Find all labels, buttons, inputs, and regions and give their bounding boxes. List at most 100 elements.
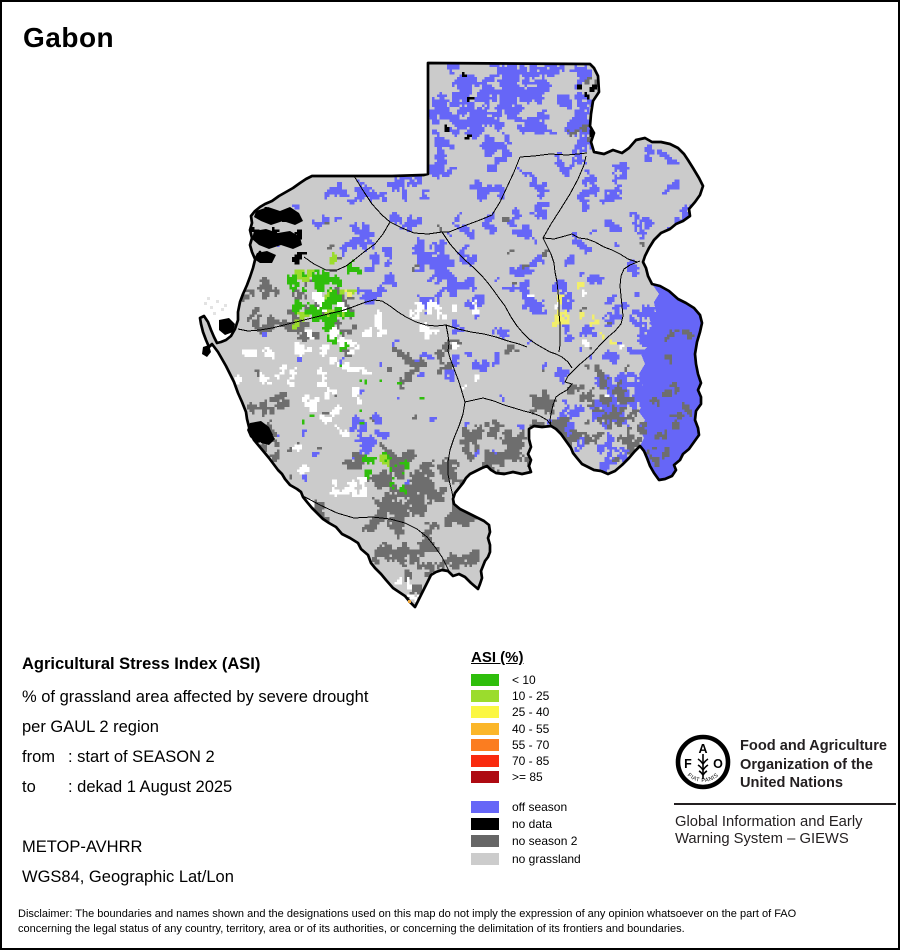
asi-class-speckles: [572, 139, 702, 255]
disclaimer-line-2: concerning the legal status of any count…: [18, 923, 685, 935]
asi-class-speckles: [554, 367, 687, 475]
fao-separator-line: [674, 803, 896, 806]
no-data-water-blob: [202, 345, 211, 357]
legend-title: ASI (%): [471, 649, 524, 666]
legend-item: no grassland: [471, 850, 581, 867]
asi-desc-line2: per GAUL 2 region: [22, 718, 159, 736]
legend-item: 70 - 85: [471, 753, 549, 769]
gaul2-boundary-line: [441, 231, 573, 369]
legend-swatch: [471, 706, 499, 719]
asi-desc-line1: % of grassland area affected by severe d…: [22, 688, 369, 706]
legend-item: no data: [471, 815, 581, 832]
asi-class-speckles: [404, 554, 450, 600]
asi-legend: ASI (%) < 10 10 - 25 25 - 40 40 - 55 55 - 70…: [471, 650, 549, 785]
asi-class-speckles: [594, 364, 647, 445]
gaul2-boundary-line: [445, 324, 528, 348]
asi-class-speckles: [577, 84, 597, 137]
from-value: : start of SEASON 2: [68, 748, 215, 766]
legend-label: off season: [512, 799, 568, 814]
legend-swatch: [471, 771, 499, 784]
no-data-water-blob: [254, 251, 276, 263]
to-value: : dekad 1 August 2025: [68, 778, 233, 796]
asi-class-speckles: [419, 319, 510, 382]
projection-label: WGS84, Geographic Lat/Lon: [22, 868, 234, 886]
legend-item: no season 2: [471, 833, 581, 850]
disclaimer-line-1: Disclaimer: The boundaries and names sho…: [18, 908, 797, 920]
legend-item: off season: [471, 798, 581, 815]
map-title: Gabon: [23, 22, 115, 53]
gaul2-boundary-line: [464, 397, 552, 426]
season-legend-items: off season no data no season 2 no grassland: [471, 798, 581, 868]
giews-label: Global Information and Early Warning Sys…: [675, 814, 863, 847]
from-label: from: [22, 748, 55, 766]
gaul2-boundary-line: [542, 233, 638, 263]
asi-class-speckles: [344, 412, 390, 460]
gaul2-boundary-line: [445, 324, 466, 499]
asi-class-speckles: [599, 332, 617, 345]
legend-swatch: [471, 852, 499, 865]
asi-class-speckles: [234, 329, 350, 452]
legend-label: 55 - 70: [512, 737, 550, 752]
asi-legend-items: < 10 10 - 25 25 - 40 40 - 55 55 - 70 70 - 85 >…: [471, 672, 549, 785]
legend-label: no data: [512, 817, 553, 832]
asi-class-speckles: [362, 299, 447, 340]
legend-item: >= 85: [471, 769, 549, 785]
asi-class-speckles: [554, 254, 680, 342]
legend-label: 10 - 25: [512, 689, 550, 704]
legend-label: < 10: [512, 673, 536, 688]
legend-label: 40 - 55: [512, 721, 550, 736]
asi-class-speckles: [649, 329, 695, 460]
asi-class-speckles: [302, 347, 425, 425]
legend-swatch: [471, 800, 499, 813]
svg-text:FIAT PANIS: FIAT PANIS: [686, 772, 720, 784]
legend-swatch: [471, 690, 499, 703]
legend-swatch: [471, 738, 499, 751]
asi-class-speckles: [552, 282, 600, 327]
to-label: to: [22, 778, 36, 796]
legend-label: 70 - 85: [512, 754, 550, 769]
legend-item: 10 - 25: [471, 688, 549, 704]
gaul2-boundary-line: [549, 260, 641, 427]
no-data-water-blob: [219, 318, 235, 335]
legend-label: no grassland: [512, 851, 581, 866]
asi-class-speckles: [312, 182, 430, 237]
season-legend: off season no data no season 2 no grassland: [471, 798, 581, 868]
country-border: [198, 61, 705, 609]
gaul2-boundary-line: [542, 155, 587, 239]
asi-class-speckles: [262, 292, 372, 412]
period-from-row: from : start of SEASON 2: [22, 748, 215, 767]
no-data-water-blob: [254, 207, 303, 225]
gaul2-boundary-line: [237, 299, 447, 332]
period-to-row: to : dekad 1 August 2025: [22, 778, 232, 797]
gaul2-boundary-line: [303, 221, 391, 271]
legend-swatch: [471, 818, 499, 831]
legend-label: no season 2: [512, 834, 578, 849]
asi-class-speckles: [297, 464, 367, 510]
asi-class-speckles: [392, 339, 515, 390]
gaul2-boundary-line: [302, 495, 452, 575]
no-data-water-blob: [252, 229, 302, 249]
legend-item: 55 - 70: [471, 737, 549, 753]
gaul2-boundary-line: [389, 221, 443, 235]
asi-class-speckles: [339, 169, 575, 315]
svg-text:A: A: [698, 742, 707, 756]
legend-label: 25 - 40: [512, 705, 550, 720]
gaul2-boundary-line: [542, 237, 561, 353]
legend-item: < 10: [471, 672, 549, 688]
svg-text:F: F: [684, 757, 692, 771]
asi-class-speckles: [447, 63, 592, 105]
legend-swatch: [471, 835, 499, 848]
disclaimer-text: Disclaimer: The boundaries and names sho…: [18, 907, 874, 937]
asi-class-speckles: [394, 577, 422, 605]
legend-swatch: [471, 722, 499, 735]
fao-org-name: Food and Agriculture Organization of the…: [740, 738, 888, 792]
no-data-water-blob: [261, 433, 275, 445]
legend-item: 40 - 55: [471, 721, 549, 737]
asi-class-speckles: [307, 269, 342, 320]
legend-label: >= 85: [512, 770, 543, 785]
sensor-label: METOP-AVHRR: [22, 838, 143, 856]
legend-swatch: [471, 755, 499, 768]
asi-class-speckles: [567, 77, 612, 142]
